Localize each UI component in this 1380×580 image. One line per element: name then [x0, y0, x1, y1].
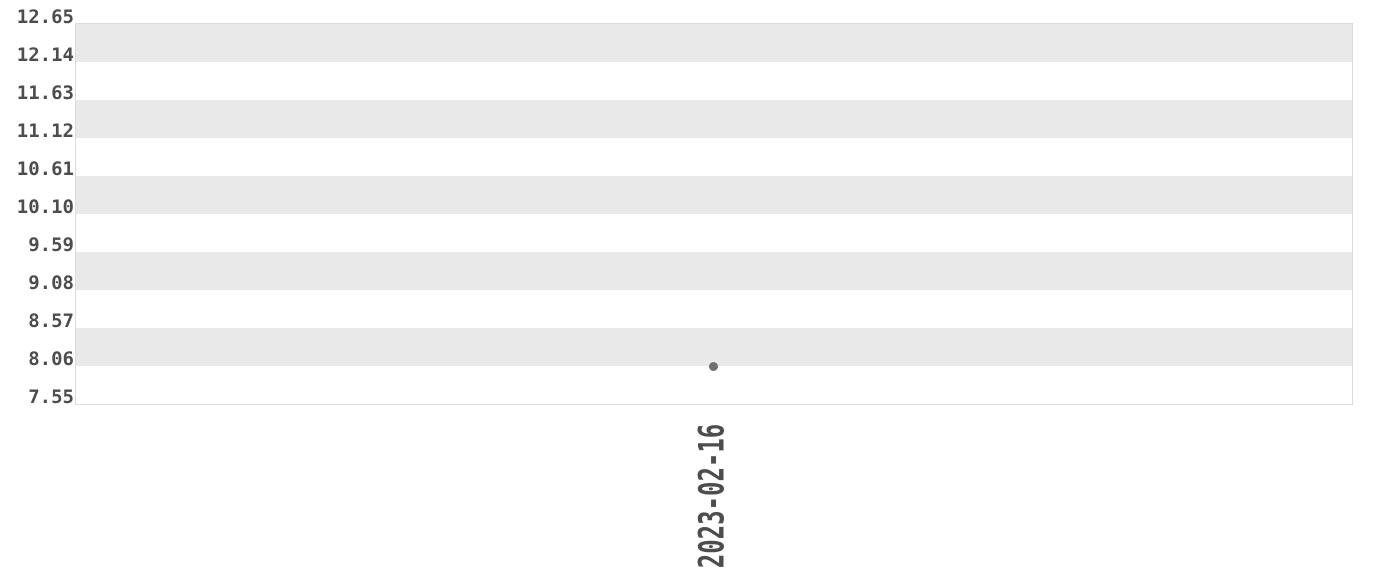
y-tick-label: 7.55 — [28, 386, 74, 408]
y-tick-label: 10.61 — [16, 158, 74, 180]
y-tick-label: 8.57 — [28, 310, 74, 332]
y-tick-label: 12.14 — [16, 44, 74, 66]
y-axis: 12.65 12.14 11.63 11.12 10.61 10.10 9.59… — [0, 0, 75, 420]
plot-area — [75, 23, 1353, 405]
y-tick-label: 11.12 — [16, 120, 74, 142]
y-tick-label: 12.65 — [16, 6, 74, 28]
x-tick-label: 2023-02-16 — [691, 423, 733, 569]
y-tick-label: 9.08 — [28, 272, 74, 294]
y-tick-label: 8.06 — [28, 348, 74, 370]
y-tick-label: 11.63 — [16, 82, 74, 104]
data-point[interactable] — [709, 362, 718, 371]
y-tick-label: 9.59 — [28, 234, 74, 256]
y-tick-label: 10.10 — [16, 196, 74, 218]
